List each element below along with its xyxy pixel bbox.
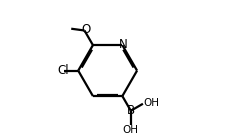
Text: O: O bbox=[81, 23, 90, 36]
Text: N: N bbox=[118, 38, 127, 51]
Text: OH: OH bbox=[122, 125, 138, 136]
Text: Cl: Cl bbox=[57, 64, 68, 77]
Text: B: B bbox=[126, 104, 134, 117]
Text: OH: OH bbox=[143, 98, 159, 108]
